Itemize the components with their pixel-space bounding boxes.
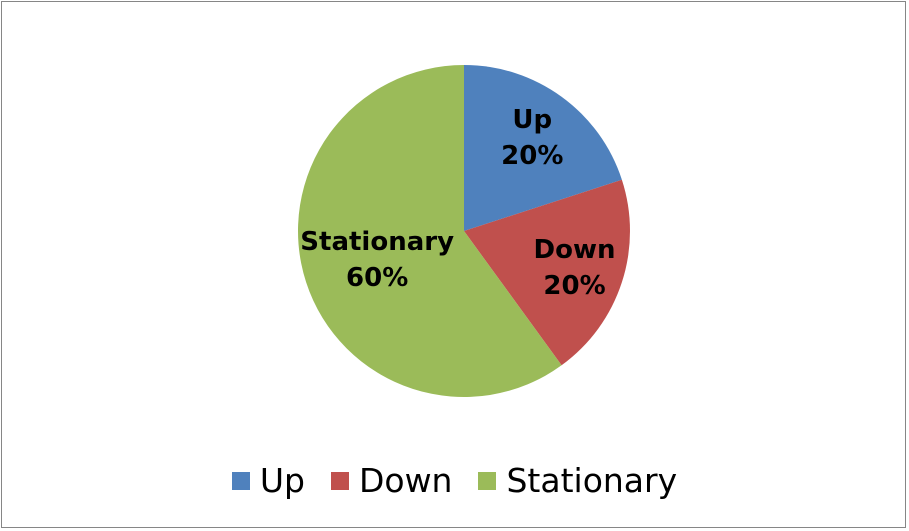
data-label-up-name: Up (512, 105, 552, 135)
pie-data-labels: Up 20% Down 20% Stationary 60% (300, 105, 615, 301)
legend: Up Down Stationary (2, 464, 907, 497)
legend-item-up: Up (231, 461, 305, 500)
legend-swatch-stationary (478, 471, 497, 490)
data-label-stationary-value: 60% (346, 263, 408, 293)
legend-item-down: Down (330, 461, 453, 500)
legend-swatch-up (231, 471, 250, 490)
legend-label-down: Down (358, 461, 453, 500)
pie-slice-up (464, 65, 622, 231)
pie-slice-down (464, 179, 630, 366)
pie-slices (297, 65, 630, 397)
data-label-up-value: 20% (501, 141, 563, 171)
legend-label-stationary: Stationary (506, 461, 678, 500)
legend-swatch-down (330, 471, 349, 490)
legend-item-stationary: Stationary (478, 464, 677, 497)
data-label-stationary-name: Stationary (300, 227, 454, 257)
legend-label-up: Up (259, 461, 305, 500)
pie-slice-stationary (297, 65, 562, 397)
data-label-down-name: Down (534, 235, 616, 265)
data-label-down-value: 20% (543, 271, 605, 301)
